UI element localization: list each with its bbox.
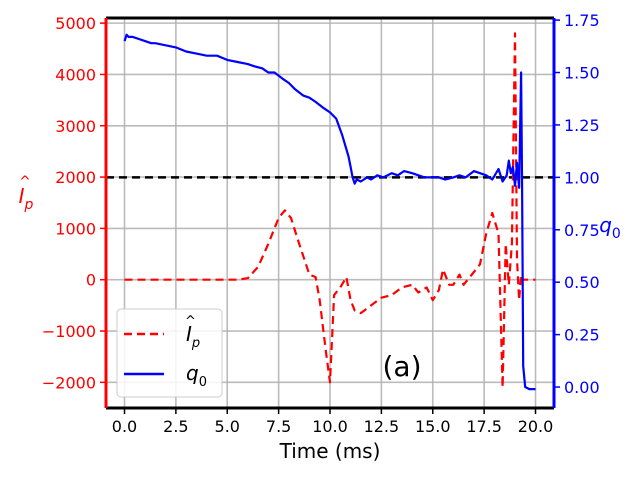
right-tick-label-4: 1.00 [564, 168, 600, 187]
right-tick-label-7: 1.75 [564, 11, 600, 30]
ticks-group: 0.0 2.5 5.0 7.5 10.0 12.5 15.0 17.5 20.0 −2000 −10… [42, 11, 600, 436]
x-tick-label-2: 5.0 [215, 417, 240, 436]
right-tick-label-5: 1.25 [564, 116, 600, 135]
left-tick-label-1: −1000 [42, 322, 96, 341]
left-tick-label-3: 1000 [55, 219, 96, 238]
series-line-ip [124, 32, 536, 389]
legend-label-ip: Ip [186, 322, 200, 351]
left-tick-label-5: 3000 [55, 117, 96, 136]
left-tick-label-2: 0 [86, 271, 96, 290]
legend: Ip ^ q0 [116, 308, 223, 398]
right-tick-label-0: 0.00 [564, 378, 600, 397]
left-tick-label-4: 2000 [55, 168, 96, 187]
x-tick-label-8: 20.0 [518, 417, 554, 436]
legend-label-ip-hat: ^ [185, 314, 196, 329]
x-tick-label-5: 12.5 [364, 417, 400, 436]
x-tick-label-0: 0.0 [112, 417, 137, 436]
panel-label: (a) [382, 350, 421, 383]
right-axis-label: q0 [599, 213, 621, 242]
legend-label-q0: q0 [186, 361, 207, 390]
x-tick-label-1: 2.5 [163, 417, 188, 436]
right-tick-label-6: 1.50 [564, 64, 600, 83]
series-group [123, 32, 536, 391]
x-tick-label-4: 10.0 [312, 417, 348, 436]
x-tick-label-7: 17.5 [466, 417, 502, 436]
left-tick-label-0: −2000 [42, 373, 96, 392]
x-tick-label-6: 15.0 [415, 417, 451, 436]
left-tick-label-6: 4000 [55, 65, 96, 84]
right-tick-label-1: 0.25 [564, 326, 600, 345]
left-axis-label: Ip [19, 184, 34, 213]
right-tick-label-3: 0.75 [564, 221, 600, 240]
right-tick-label-2: 0.50 [564, 273, 600, 292]
x-tick-label-3: 7.5 [266, 417, 291, 436]
left-tick-label-7: 5000 [55, 14, 96, 33]
x-axis-label: Time (ms) [279, 439, 381, 463]
left-axis-label-hat: ^ [19, 174, 31, 190]
series-line-q0 [123, 33, 536, 391]
